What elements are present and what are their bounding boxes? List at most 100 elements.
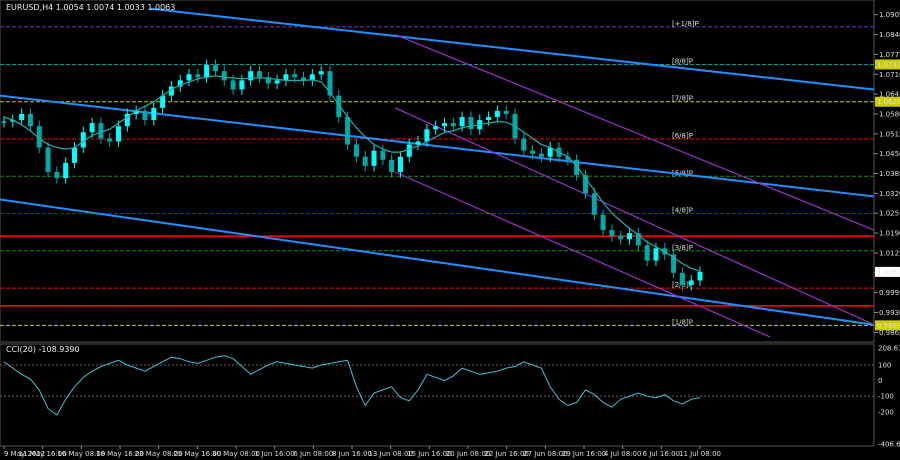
candle-body — [221, 71, 227, 81]
price-tick-label: 1.0515 — [879, 130, 900, 138]
candle-body — [71, 147, 77, 163]
time-tick-label: 6 Jun 08:00 — [293, 450, 333, 458]
price-badge — [875, 320, 900, 331]
candle-body — [574, 159, 580, 176]
candle-body — [124, 113, 130, 127]
candle-body — [494, 110, 500, 118]
price-tick-label: 1.0775 — [879, 51, 900, 59]
price-badge-label: 1.0063 — [877, 268, 900, 276]
cci-tick-label: -406.6751 — [878, 441, 900, 449]
channel-line-middle — [394, 107, 875, 326]
channel-line-upper — [394, 33, 875, 231]
candle-body — [89, 123, 95, 133]
candle-body — [63, 162, 69, 179]
time-tick-label: 11 Jul 08:00 — [679, 450, 721, 458]
price-badge-label: 0.9888 — [877, 322, 900, 330]
candle-body — [212, 65, 218, 72]
time-tick-label: 30 May 08:00 — [212, 450, 260, 458]
candle-body — [600, 214, 606, 231]
candle-body — [309, 74, 315, 81]
chart-title: EURUSD,H4 1.0054 1.0074 1.0033 1.0063 — [6, 3, 175, 12]
candle-body — [353, 144, 359, 157]
candle-body — [380, 150, 386, 160]
candle-body — [318, 71, 324, 75]
candle-body — [459, 117, 465, 127]
candle-body — [591, 193, 597, 215]
price-tick-label: 1.0385 — [879, 170, 900, 178]
time-tick-label: 16 May 08:00 — [57, 450, 105, 458]
candle-body — [274, 80, 280, 84]
cci-title: CCI(20) -108.9390 — [6, 345, 80, 354]
candle-body — [327, 71, 333, 96]
time-tick-label: 13 Jun 08:00 — [368, 450, 412, 458]
price-tick-label: 1.0905 — [879, 11, 900, 19]
candle-body — [688, 280, 694, 286]
price-panel[interactable]: [+1/8]P [8/8]P [7/8]P [6/8]P [5/8]P [4/8]P [3/… — [0, 0, 900, 343]
cci-panel[interactable]: CCI(20) -108.9390 208.6784 100 0 -100 -200 -4… — [0, 343, 900, 449]
candle-body — [433, 126, 439, 130]
candle-body — [54, 172, 60, 179]
candle-body — [336, 95, 342, 118]
cci-grid — [0, 364, 874, 397]
level-label: [+1/8]P — [672, 20, 699, 28]
price-tick-label: 1.0645 — [879, 91, 900, 99]
candle-body — [107, 138, 113, 142]
candle-body — [10, 120, 16, 122]
time-tick-label: 27 Jun 08:00 — [523, 450, 567, 458]
candle-body — [256, 71, 262, 78]
candle-body — [468, 117, 474, 130]
price-tick-label: 1.0710 — [879, 71, 900, 79]
murrey-levels: [+1/8]P [8/8]P [7/8]P [6/8]P [5/8]P [4/8]P [3/… — [0, 20, 874, 326]
candle-body — [521, 138, 527, 151]
candle-body — [697, 271, 703, 281]
candle-body — [371, 150, 377, 166]
level-label: [6/8]P — [672, 132, 693, 140]
candle-body — [239, 80, 245, 90]
price-panel-frame — [0, 0, 875, 343]
candle-body — [168, 86, 174, 96]
price-tick-label: 1.0190 — [879, 230, 900, 238]
candle-body — [230, 80, 236, 90]
cci-line — [3, 355, 701, 416]
level-label: [3/8]P — [672, 244, 693, 252]
candle-body — [627, 233, 633, 240]
time-tick-label: 11 May 16:00 — [19, 450, 67, 458]
time-tick-label: 29 Jun 16:00 — [562, 450, 606, 458]
time-tick-label: 6 Jul 16:00 — [643, 450, 681, 458]
candle-body — [530, 150, 536, 154]
candle-body — [486, 117, 492, 121]
level-label: [5/8]P — [672, 169, 693, 177]
candle-body — [362, 156, 368, 166]
candle-body — [1, 121, 7, 123]
cci-tick-label: 0 — [878, 377, 882, 385]
candle-body — [415, 141, 421, 145]
time-tick-label: 9 May 2022 — [4, 450, 45, 458]
level-label: [1/8]P — [672, 318, 693, 326]
candle-body — [503, 110, 509, 114]
candle-body — [204, 65, 210, 78]
candle-body — [671, 254, 677, 273]
candle-body — [301, 77, 307, 81]
cci-tick-label: 208.6784 — [878, 345, 900, 353]
candle-body — [116, 126, 122, 142]
level-label: [8/8]P — [672, 57, 693, 65]
price-tick-label: 0.9865 — [879, 329, 900, 337]
cci-tick-label: 100 — [878, 361, 891, 369]
candle-body — [160, 95, 166, 108]
candle-body — [609, 230, 615, 237]
candle-body — [80, 132, 86, 148]
price-badge-label: 1.0742 — [877, 61, 900, 69]
level-label: [4/8]P — [672, 207, 693, 215]
candle-body — [424, 129, 430, 142]
candle-body — [19, 113, 25, 121]
candle-body — [27, 113, 33, 127]
price-tick-label: 0.9995 — [879, 289, 900, 297]
candle-body — [283, 74, 289, 81]
moving-average-line — [3, 75, 701, 272]
trend-line-upper — [149, 7, 875, 91]
candle-body — [36, 126, 42, 148]
level-label: [7/8]P — [672, 95, 693, 103]
candle-body — [186, 74, 192, 81]
